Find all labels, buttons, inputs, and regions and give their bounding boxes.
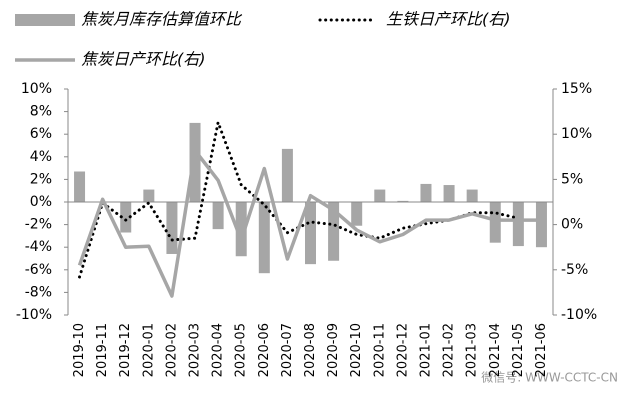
- bar: [281, 148, 293, 202]
- x-tick-label: 2019-10: [72, 323, 87, 377]
- y-tick-label: 6%: [30, 126, 52, 142]
- y-tick-label: 10%: [21, 81, 52, 97]
- y-tick-label: 0%: [30, 194, 52, 210]
- y2-tick-label: -5%: [561, 262, 588, 278]
- x-tick-label: 2020-07: [280, 323, 295, 377]
- x-tick-label: 2021-05: [511, 323, 526, 377]
- y2-tick-label: 15%: [561, 81, 592, 97]
- y-tick-label: -2%: [25, 217, 52, 233]
- bar: [489, 202, 501, 243]
- bar: [235, 202, 247, 257]
- x-tick-label: 2020-01: [141, 323, 156, 377]
- bar: [120, 202, 132, 233]
- y2-tick-label: 10%: [561, 126, 592, 142]
- bar: [351, 202, 363, 226]
- y-tick-label: 8%: [30, 104, 52, 120]
- line: [77, 148, 542, 298]
- bar: [512, 202, 524, 247]
- legend-label: 生铁日产环比(右): [386, 10, 511, 29]
- x-tick-label: 2020-11: [372, 323, 387, 377]
- x-tick-label: 2020-12: [395, 323, 410, 377]
- y2-tick-label: 5%: [561, 171, 583, 187]
- bar: [74, 171, 86, 202]
- x-tick-label: 2020-03: [188, 323, 203, 377]
- x-tick-label: 2019-11: [95, 323, 110, 377]
- x-tick-label: 2019-12: [118, 323, 133, 377]
- legend-label: 焦炭日产环比(右): [81, 50, 206, 69]
- x-tick-label: 2020-06: [257, 323, 272, 377]
- y-tick-label: -8%: [25, 284, 52, 300]
- bar: [212, 202, 224, 230]
- bar: [374, 189, 386, 202]
- y2-tick-label: -10%: [561, 307, 597, 323]
- y-tick-label: -4%: [25, 239, 52, 255]
- x-tick-label: 2020-04: [211, 323, 226, 377]
- legend-swatch: [15, 14, 75, 26]
- x-tick-label: 2020-08: [303, 323, 318, 377]
- x-tick-label: 2021-04: [488, 323, 503, 377]
- bar: [466, 189, 478, 202]
- y-tick-label: -6%: [25, 262, 52, 278]
- legend-label: 焦炭月库存估算值环比: [81, 10, 243, 29]
- bar: [305, 202, 316, 265]
- bar: [535, 202, 547, 248]
- bar: [420, 183, 432, 202]
- bar: [397, 200, 409, 202]
- bar: [143, 189, 155, 202]
- x-tick-label: 2021-01: [418, 323, 433, 377]
- x-tick-label: 2020-09: [326, 323, 341, 377]
- x-tick-label: 2020-02: [164, 323, 179, 377]
- bar: [328, 202, 340, 261]
- bar: [443, 185, 455, 202]
- bar: [258, 202, 270, 274]
- bar: [189, 122, 201, 202]
- x-tick-label: 2021-02: [442, 323, 457, 377]
- x-tick-label: 2020-10: [349, 323, 364, 377]
- x-tick-label: 2021-03: [465, 323, 480, 377]
- bar: [166, 202, 178, 254]
- x-tick-label: 2021-06: [534, 323, 549, 377]
- y-tick-label: -10%: [16, 307, 52, 323]
- y-tick-label: 2%: [30, 171, 52, 187]
- y2-tick-label: 0%: [561, 217, 583, 233]
- y-tick-label: 4%: [30, 149, 52, 165]
- watermark: 微信号: WWW-CCTC-CN: [481, 371, 618, 385]
- x-tick-label: 2020-05: [234, 323, 249, 377]
